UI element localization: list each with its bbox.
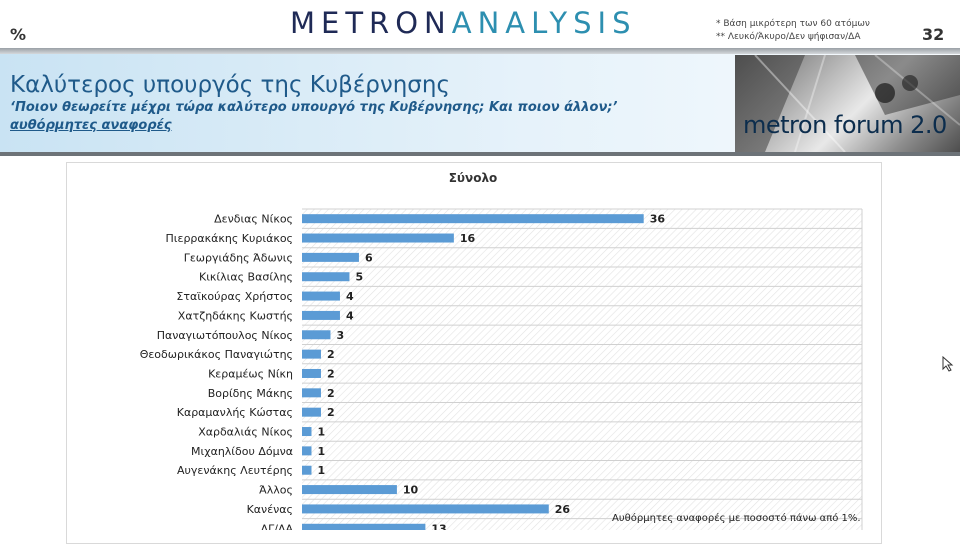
value-label: 2 [327, 387, 335, 400]
value-label: 36 [650, 213, 666, 226]
bar [302, 310, 340, 320]
bar [302, 388, 321, 398]
bar [302, 427, 312, 437]
mouse-cursor-icon [942, 356, 954, 372]
value-label: 1 [317, 426, 325, 439]
category-label: Μιχαηλίδου Δόμνα [191, 445, 293, 458]
page-title: Καλύτερος υπουργός της Κυβέρνησης [10, 72, 450, 98]
bar [302, 465, 312, 475]
value-label: 1 [317, 445, 325, 458]
value-label: 4 [346, 309, 354, 322]
metron-analysis-logo: METRONANALYSIS [290, 6, 637, 40]
category-label: Κανένας [247, 503, 293, 516]
photo-graphic [735, 55, 960, 152]
bar [302, 330, 331, 340]
note-1: * Βάση μικρότερη των 60 ατόμων [716, 19, 870, 29]
bar-chart: Δενδιας Νίκος Πιερρακάκης Κυριάκος Γεωργιά… [140, 208, 863, 530]
value-label: 2 [327, 348, 335, 361]
bar [302, 272, 350, 282]
bar [302, 504, 549, 514]
bar [302, 291, 340, 301]
category-label: Κικίλιας Βασίλης [199, 271, 293, 284]
note-2: ** Λευκό/Άκυρο/Δεν ψήφισαν/ΔΑ [716, 32, 861, 42]
category-label: Χαρδαλιάς Νίκος [198, 426, 293, 439]
chart-title: Σύνολο [448, 171, 498, 185]
value-label: 5 [355, 271, 363, 284]
bar [302, 485, 397, 495]
value-label: 26 [555, 503, 571, 516]
category-label: Σταϊκούρας Χρήστος [176, 290, 293, 303]
value-label: 10 [403, 484, 419, 497]
category-label: Πιερρακάκης Κυριάκος [166, 232, 294, 245]
header-separator [0, 48, 960, 54]
value-label: 2 [327, 406, 335, 419]
question-note: αυθόρμητες αναφορές [10, 118, 172, 133]
logo-part2: ANALYSIS [451, 6, 637, 40]
logo-part1: METRON [290, 6, 452, 40]
category-label: Δενδιας Νίκος [214, 213, 293, 226]
question-subtitle: ‘Ποιον θεωρείτε μέχρι τώρα καλύτερο υπου… [10, 100, 618, 115]
value-label: 1 [317, 464, 325, 477]
forum-photo: metron forum 2.0 [735, 55, 960, 152]
value-label: 13 [431, 522, 446, 530]
category-label: Χατζηδάκης Κωστής [178, 309, 293, 322]
value-label: 3 [336, 329, 344, 342]
category-label: Καραμανλής Κώστας [177, 406, 293, 419]
bar [302, 349, 321, 359]
category-label: ΔΓ/ΔΑ [261, 522, 294, 530]
bar [302, 368, 321, 378]
plot-area [302, 209, 862, 530]
bar [302, 446, 312, 456]
category-label: Γεωργιάδης Άδωνις [184, 251, 293, 264]
value-label: 16 [460, 232, 476, 245]
category-label: Κεραμέως Νίκη [208, 367, 293, 380]
photo-caption: metron forum 2.0 [743, 111, 947, 139]
value-label: 2 [327, 367, 335, 380]
category-label: Αυγενάκης Λευτέρης [177, 464, 293, 477]
chart-footnote: Αυθόρμητες αναφορές με ποσοστό πάνω από … [612, 513, 861, 524]
category-label: Βορίδης Μάκης [208, 387, 293, 400]
bar [302, 252, 359, 262]
base-notes: * Βάση μικρότερη των 60 ατόμων ** Λευκό/… [716, 18, 870, 44]
bar [302, 407, 321, 417]
bar [302, 523, 426, 530]
percent-symbol: % [10, 25, 27, 44]
category-label: Θεοδωρικάκος Παναγιώτης [140, 348, 293, 361]
bar [302, 214, 644, 224]
band-bottom-rule [0, 152, 960, 156]
top-strip [0, 0, 960, 50]
value-label: 4 [346, 290, 354, 303]
page-number: 32 [922, 25, 945, 44]
category-label: Άλλος [259, 484, 293, 497]
category-label: Παναγιωτόπουλος Νίκος [157, 329, 293, 342]
value-label: 6 [365, 251, 373, 264]
bar [302, 233, 454, 243]
